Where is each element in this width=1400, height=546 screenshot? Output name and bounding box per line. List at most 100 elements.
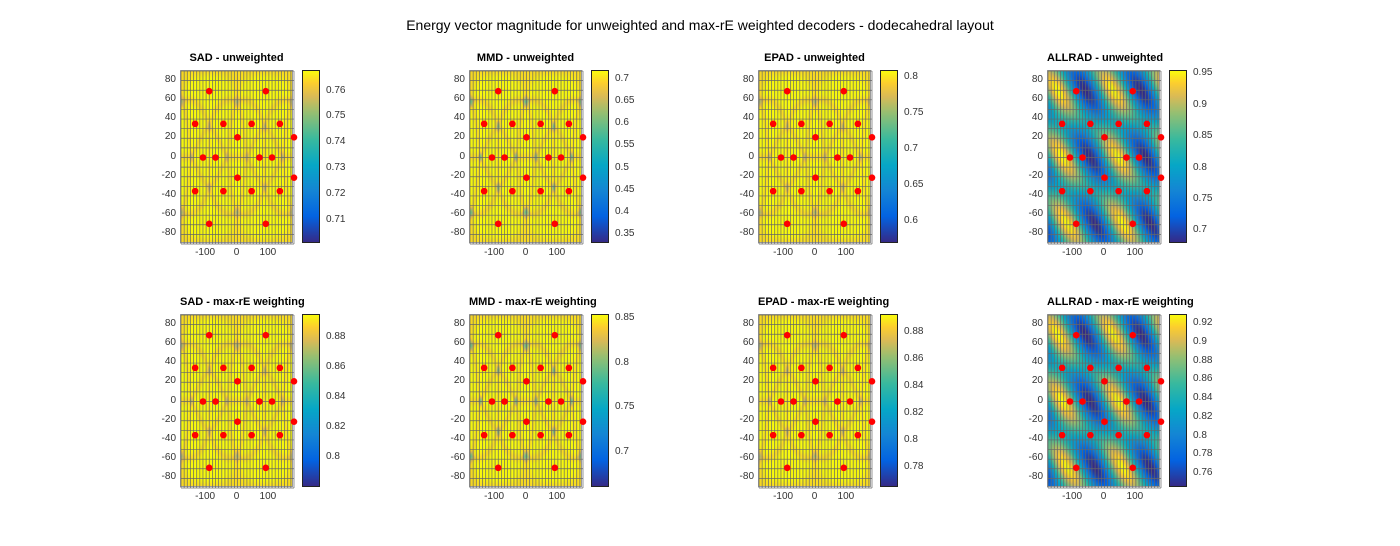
colorbar <box>1169 70 1187 243</box>
y-tick-label: 20 <box>742 375 754 387</box>
y-tick-label: -40 <box>450 188 465 200</box>
y-tick-label: -20 <box>161 413 176 425</box>
speaker-point <box>1079 398 1086 405</box>
speaker-point <box>234 378 241 385</box>
plot-overlay <box>180 70 298 245</box>
x-tick-label: -100 <box>1062 247 1083 258</box>
y-tick-label: -60 <box>1028 208 1043 220</box>
speaker-point <box>509 120 516 128</box>
speaker-point <box>537 431 544 439</box>
y-tick-label: 80 <box>164 73 176 85</box>
speaker-point <box>783 464 791 472</box>
colorbar-tick-label: 0.9 <box>1193 98 1207 110</box>
speaker-point <box>262 220 270 228</box>
y-tick-label: -60 <box>450 208 465 220</box>
colorbar <box>302 70 320 243</box>
colorbar <box>880 314 898 487</box>
y-tick-label: 80 <box>1031 73 1043 85</box>
speaker-point <box>523 418 530 425</box>
speaker-point <box>812 134 819 141</box>
speaker-point <box>248 187 255 195</box>
x-tick-label: -100 <box>195 247 216 258</box>
panel-title: EPAD - unweighted <box>764 52 865 64</box>
speaker-point <box>783 331 791 339</box>
x-tick-label: 0 <box>233 491 240 502</box>
y-tick-label: -80 <box>450 227 465 239</box>
speaker-point <box>480 187 488 195</box>
speaker-point <box>494 464 502 472</box>
speaker-point <box>798 364 805 372</box>
colorbar-tick-label: 0.72 <box>326 187 346 199</box>
y-tick-label: -80 <box>739 471 754 483</box>
y-tick-label: -20 <box>739 169 754 181</box>
y-tick-label: -40 <box>161 188 176 200</box>
speaker-point <box>1087 364 1094 372</box>
colorbar <box>302 314 320 487</box>
colorbar-tick-label: 0.78 <box>904 460 924 472</box>
speaker-point <box>248 120 255 128</box>
colorbar-tick-label: 0.78 <box>1193 448 1213 460</box>
speaker-point <box>205 464 213 472</box>
speaker-point <box>868 378 876 385</box>
colorbar-tick-label: 0.5 <box>615 161 629 173</box>
panel-title: MMD - max-rE weighting <box>469 296 597 308</box>
y-tick-label: -60 <box>161 452 176 464</box>
speaker-point <box>854 431 862 439</box>
speaker-point <box>868 174 876 181</box>
speaker-point <box>854 187 862 195</box>
y-tick-label: 60 <box>164 92 176 104</box>
speaker-point <box>523 174 530 181</box>
colorbar <box>591 70 609 243</box>
speaker-point <box>790 398 797 405</box>
colorbar-tick-label: 0.95 <box>1193 67 1213 79</box>
colorbar-tick-label: 0.65 <box>904 179 924 191</box>
speaker-point <box>769 187 777 195</box>
colorbar-tick-label: 0.9 <box>1193 336 1207 348</box>
colorbar-tick-label: 0.75 <box>326 110 346 122</box>
colorbar-tick-label: 0.75 <box>904 107 924 119</box>
speaker-point <box>248 364 255 372</box>
speaker-point <box>565 187 573 195</box>
colorbar-tick-label: 0.73 <box>326 162 346 174</box>
x-tick-label: -100 <box>484 247 505 258</box>
colorbar-tick-label: 0.85 <box>615 312 635 324</box>
y-tick-label: 40 <box>164 112 176 124</box>
plot-overlay <box>469 314 587 489</box>
colorbar-tick-label: 0.35 <box>615 228 635 240</box>
colorbar-tick-label: 0.84 <box>326 390 346 402</box>
speaker-point <box>1072 331 1080 339</box>
x-tick-label: -100 <box>195 491 216 502</box>
x-tick-label: 0 <box>522 247 529 258</box>
colorbar-tick-label: 0.82 <box>326 420 346 432</box>
speaker-point <box>290 134 298 141</box>
colorbar-tick-label: 0.7 <box>615 72 629 84</box>
colorbar-tick-label: 0.86 <box>904 352 924 364</box>
speaker-point <box>262 331 270 339</box>
speaker-point <box>1072 464 1080 472</box>
y-tick-label: 20 <box>453 375 465 387</box>
speaker-point <box>220 364 227 372</box>
heatmap-plot <box>469 314 587 489</box>
speaker-point <box>551 220 559 228</box>
x-tick-label: -100 <box>484 491 505 502</box>
y-tick-label: 80 <box>453 317 465 329</box>
speaker-point <box>276 364 284 372</box>
y-tick-label: -20 <box>1028 169 1043 181</box>
speaker-point <box>1087 431 1094 439</box>
y-tick-label: -80 <box>450 471 465 483</box>
y-tick-label: 60 <box>1031 92 1043 104</box>
speaker-point <box>256 398 263 405</box>
heatmap-panel: EPAD - max-rE weighting 80 60 40 20 0 -20 -40 -6… <box>740 296 958 529</box>
speaker-point <box>551 331 559 339</box>
speaker-point <box>798 187 805 195</box>
y-tick-label: -20 <box>1028 413 1043 425</box>
y-tick-label: 80 <box>1031 317 1043 329</box>
colorbar-tick-label: 0.88 <box>326 330 346 342</box>
y-tick-label: -80 <box>161 471 176 483</box>
speaker-point <box>826 120 833 128</box>
speaker-point <box>1135 154 1143 161</box>
y-tick-label: 0 <box>748 150 754 162</box>
y-tick-label: 0 <box>170 394 176 406</box>
colorbar-tick-label: 0.8 <box>904 433 918 445</box>
